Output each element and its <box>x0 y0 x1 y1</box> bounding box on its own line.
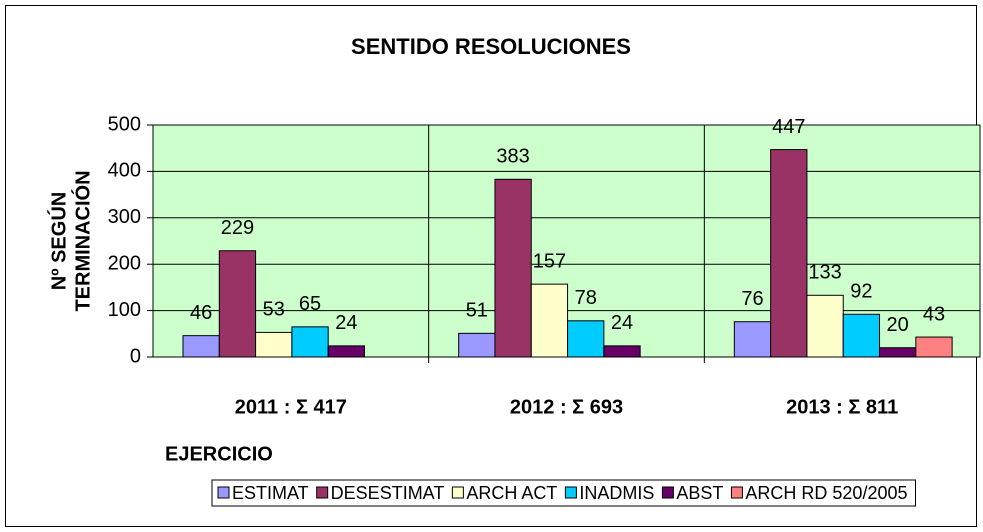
data-label: 133 <box>808 262 841 284</box>
bar <box>603 345 641 358</box>
legend-swatch <box>730 486 743 499</box>
bar <box>182 335 220 358</box>
y-axis-title: Nº SEGÚN <box>46 192 70 290</box>
chart-title: SENTIDO RESOLUCIONES <box>351 34 631 59</box>
bar <box>255 331 293 358</box>
data-label: 383 <box>496 146 529 168</box>
y-tick-label: 100 <box>108 299 141 321</box>
bar <box>842 313 881 358</box>
y-tick-label: 300 <box>108 206 141 228</box>
bar <box>806 294 844 358</box>
data-label: 51 <box>466 300 488 322</box>
legend-swatch <box>451 486 464 499</box>
legend-label: ARCH RD 520/2005 <box>745 483 907 503</box>
bar <box>733 321 772 358</box>
data-label: 24 <box>335 312 357 334</box>
bar <box>915 336 953 358</box>
x-tick-label: 2013 : Σ 811 <box>786 396 898 418</box>
legend-label: INADMIS <box>579 483 654 503</box>
data-label: 92 <box>850 281 872 303</box>
data-label: 20 <box>887 314 909 336</box>
legend-label: ESTIMAT <box>232 483 309 503</box>
y-tick-label: 400 <box>108 160 141 182</box>
y-tick-label: 200 <box>108 252 141 274</box>
bar <box>530 283 569 358</box>
bar <box>567 320 605 358</box>
data-label: 157 <box>533 250 566 272</box>
data-label: 65 <box>299 293 321 315</box>
x-axis-title: EJERCICIO <box>165 443 273 465</box>
bar <box>494 178 532 358</box>
y-axis-title: TERMINACIÓN <box>70 170 94 311</box>
data-label: 447 <box>772 116 805 138</box>
y-tick-label: 0 <box>130 345 141 367</box>
y-tick-label: 500 <box>108 113 141 135</box>
legend-swatch <box>217 486 230 499</box>
legend-label: ABST <box>676 483 723 503</box>
legend-swatch <box>316 486 329 499</box>
x-tick-label: 2012 : Σ 693 <box>510 396 623 418</box>
bar <box>327 345 366 358</box>
legend-label: ARCH ACT <box>466 483 557 503</box>
legend-label: DESESTIMAT <box>331 483 445 503</box>
bar <box>291 326 329 358</box>
legend-swatch <box>564 486 577 499</box>
legend-swatch <box>661 486 674 499</box>
data-label: 24 <box>611 312 633 334</box>
data-label: 76 <box>741 288 763 310</box>
bar <box>879 347 917 358</box>
bar <box>770 149 808 358</box>
legend-box <box>211 479 916 507</box>
data-label: 78 <box>575 287 597 309</box>
data-label: 43 <box>923 303 945 325</box>
data-label: 229 <box>221 217 254 239</box>
data-label: 46 <box>190 302 212 324</box>
x-tick-label: 2011 : Σ 417 <box>235 396 347 418</box>
data-label: 53 <box>263 299 285 321</box>
bar <box>458 332 496 358</box>
bar <box>218 250 257 358</box>
